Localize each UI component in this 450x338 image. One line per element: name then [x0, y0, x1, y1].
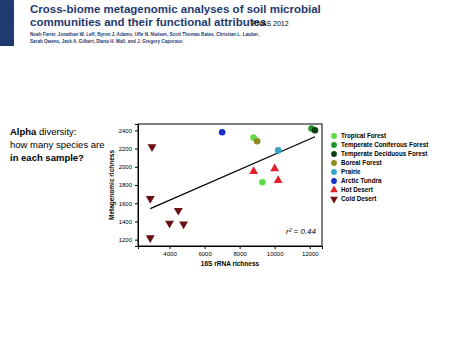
series-points — [275, 147, 282, 154]
y-tick-label: 1400 — [119, 219, 133, 225]
title-line: communities and their functional attribu… — [30, 16, 266, 28]
x-tick-label: 6000 — [198, 251, 212, 257]
x-tick-label: 10000 — [267, 251, 284, 257]
legend-marker — [330, 197, 338, 204]
x-tick-label: 8000 — [233, 251, 247, 257]
point — [249, 166, 258, 174]
y-axis-title: Metagenomic richness — [108, 150, 116, 220]
y-tick-label: 2400 — [119, 128, 133, 134]
y-tick: 1800 — [119, 182, 138, 188]
journal: PNAS 2012 — [252, 20, 289, 27]
y-tick: 2400 — [119, 128, 138, 134]
y-tick: 1600 — [119, 201, 138, 207]
series-points — [254, 138, 261, 145]
point — [174, 208, 183, 216]
x-axis: 4000 6000 8000 10000 12000 — [139, 246, 323, 257]
x-tick: 10000 — [267, 246, 284, 257]
legend: Tropical ForestTemperate Coniferous Fore… — [330, 132, 429, 203]
plot-area — [146, 125, 318, 243]
legend-marker — [331, 142, 337, 148]
legend-item: Arctic Tundra — [331, 177, 382, 184]
x-axis-title: 16S rRNA richness — [201, 260, 260, 267]
series-points — [146, 144, 188, 243]
y-tick-label: 1600 — [119, 201, 133, 207]
side-text: how many species are — [10, 139, 105, 150]
side-text: in each sample? — [10, 152, 84, 163]
legend-item: Tropical Forest — [331, 132, 387, 140]
title-line: Cross-biome metagenomic analyses of soil… — [30, 3, 321, 15]
x-tick: 4000 — [163, 246, 177, 257]
side-text: Alpha diversity: — [10, 126, 77, 137]
point — [275, 147, 282, 154]
y-tick: 1200 — [119, 237, 138, 243]
series-points — [312, 127, 319, 134]
point — [219, 129, 226, 136]
x-tick: 6000 — [198, 246, 212, 257]
point — [146, 235, 155, 243]
legend-item: Cold Desert — [330, 195, 377, 203]
legend-item: Boreal Forest — [331, 159, 382, 166]
y-tick: 2200 — [119, 146, 138, 152]
legend-marker — [330, 186, 338, 193]
y-tick-label: 2000 — [119, 164, 133, 170]
legend-label: Arctic Tundra — [341, 177, 382, 184]
y-tick-label: 1800 — [119, 182, 133, 188]
x-tick-label: 12000 — [302, 251, 319, 257]
x-tick: 8000 — [233, 246, 247, 257]
series-points — [249, 163, 282, 183]
series-points — [219, 129, 226, 136]
legend-marker — [331, 178, 337, 184]
x-axis-line — [139, 247, 323, 250]
series-points — [250, 134, 265, 185]
x-tick-label: 4000 — [163, 251, 177, 257]
y-tick: 2000 — [119, 164, 138, 170]
legend-marker — [331, 133, 337, 139]
point — [254, 138, 261, 145]
legend-item: Prairie — [331, 168, 361, 175]
legend-label: Boreal Forest — [341, 159, 382, 166]
point — [146, 196, 155, 204]
point — [270, 163, 279, 171]
x-tick: 12000 — [302, 246, 319, 257]
legend-item: Temperate Coniferous Forest — [331, 141, 429, 149]
point — [179, 222, 188, 230]
point — [274, 175, 283, 183]
legend-marker — [331, 151, 337, 157]
r2-annotation: r² = 0.44 — [286, 227, 317, 236]
legend-label: Tropical Forest — [341, 132, 387, 140]
legend-label: Temperate Coniferous Forest — [341, 141, 429, 149]
trend-line — [150, 137, 315, 209]
legend-item: Hot Desert — [330, 186, 374, 194]
point — [165, 221, 174, 229]
legend-label: Prairie — [341, 168, 361, 175]
legend-marker — [331, 169, 337, 175]
side-bar — [0, 0, 14, 46]
legend-item: Temperate Deciduous Forest — [331, 150, 428, 158]
point — [148, 144, 157, 152]
authors-line: Sarah Owens, Jack A. Gilbert, Diana H. W… — [30, 39, 183, 44]
y-tick: 1400 — [119, 219, 138, 225]
slide: Cross-biome metagenomic analyses of soil… — [0, 0, 450, 338]
authors-line: Noah Fierer, Jonathan W. Leff, Byron J. … — [30, 32, 259, 37]
legend-marker — [331, 160, 337, 166]
y-tick-label: 2200 — [119, 146, 133, 152]
y-tick-label: 1200 — [119, 237, 133, 243]
plot-frame — [138, 124, 322, 246]
y-axis: 1200 1400 1600 1800 2000 2200 2400 — [119, 125, 139, 247]
legend-label: Temperate Deciduous Forest — [341, 150, 428, 158]
point — [312, 127, 319, 134]
legend-label: Cold Desert — [341, 195, 377, 202]
point — [259, 179, 266, 186]
legend-label: Hot Desert — [341, 186, 374, 193]
